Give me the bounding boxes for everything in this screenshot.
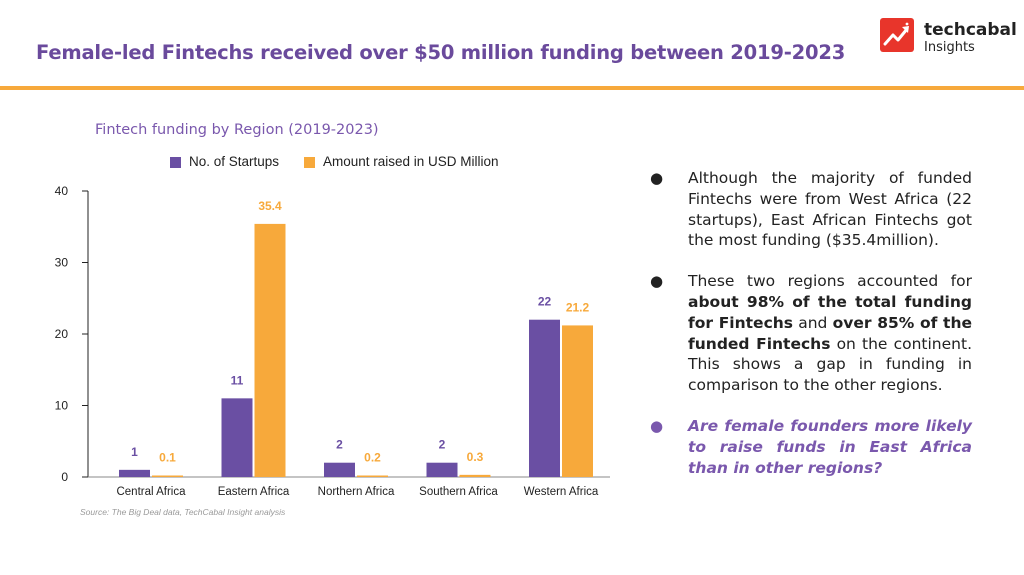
insight-question: Are female founders more likely to raise…	[688, 416, 972, 477]
data-label-amount: 0.3	[467, 450, 484, 464]
bar-startups	[221, 398, 253, 477]
insight-list: ● Although the majority of funded Fintec…	[650, 168, 972, 498]
x-category-label: Western Africa	[524, 486, 599, 498]
legend-label-amount: Amount raised in USD Million	[323, 154, 499, 169]
insight-text-2a: These two regions accounted for	[688, 272, 972, 291]
x-category-label: Northern Africa	[318, 486, 395, 498]
data-label-startups: 2	[336, 438, 343, 452]
insight-bullet-question: ● Are female founders more likely to rai…	[650, 416, 972, 478]
bar-startups	[324, 462, 355, 477]
data-label-amount: 0.2	[364, 451, 381, 465]
legend-label-startups: No. of Startups	[189, 154, 280, 169]
bar-amount	[562, 325, 593, 477]
data-label-startups: 22	[538, 295, 552, 309]
bar-amount	[152, 475, 183, 477]
bar-amount	[254, 223, 286, 477]
insight-text-2c: and	[793, 313, 833, 332]
data-label-amount: 35.4	[258, 199, 282, 213]
brand-sub: Insights	[924, 40, 975, 55]
legend-swatch-startups	[170, 157, 181, 168]
page-title: Female-led Fintechs received over $50 mi…	[36, 41, 846, 64]
insight-text-2e: on the continent. This shows a gap in fu…	[688, 334, 972, 395]
insight-highlight-fintechs: over 85% of the funded Fintechs	[688, 313, 972, 353]
x-category-label: Central Africa	[116, 486, 186, 498]
header-rule	[0, 86, 1024, 90]
insight-text-1: Although the majority of funded Fintechs…	[688, 169, 972, 250]
insight-bullet-2: ● These two regions accounted for about …	[650, 271, 972, 396]
insight-bullet-1: ● Although the majority of funded Fintec…	[650, 168, 972, 251]
y-tick-label: 20	[55, 327, 69, 341]
brand-mark-icon	[880, 18, 914, 52]
insight-highlight-funding: about 98% of the total funding for Finte…	[688, 292, 972, 332]
bar-startups	[119, 469, 150, 477]
chart-source: Source: The Big Deal data, TechCabal Ins…	[80, 507, 286, 517]
bar-chart: 0 10 20 30 40 1 0.1 Central Africa 11 35.4 Eastern…	[55, 184, 610, 498]
data-label-startups: 1	[131, 445, 138, 459]
y-tick-label: 10	[55, 399, 69, 413]
x-category-label: Eastern Africa	[218, 486, 290, 498]
y-tick-label: 30	[55, 256, 69, 270]
bar-amount	[357, 475, 388, 477]
y-tick-label: 0	[61, 470, 68, 484]
data-label-amount: 21.2	[566, 300, 590, 314]
bullet-dot: ●	[650, 416, 664, 435]
chart-title: Fintech funding by Region (2019-2023)	[95, 122, 379, 138]
brand-name: techcabal	[924, 20, 1017, 40]
data-label-startups: 2	[439, 438, 446, 452]
data-label-startups: 11	[231, 373, 244, 387]
bar-amount	[459, 474, 491, 477]
bullet-dot: ●	[650, 272, 664, 291]
x-category-label: Southern Africa	[419, 486, 498, 498]
bar-startups	[426, 462, 458, 477]
y-tick-label: 40	[55, 184, 69, 198]
bullet-dot: ●	[650, 169, 664, 187]
data-label-amount: 0.1	[159, 451, 176, 465]
legend-swatch-amount	[304, 157, 315, 168]
bar-startups	[529, 319, 560, 477]
